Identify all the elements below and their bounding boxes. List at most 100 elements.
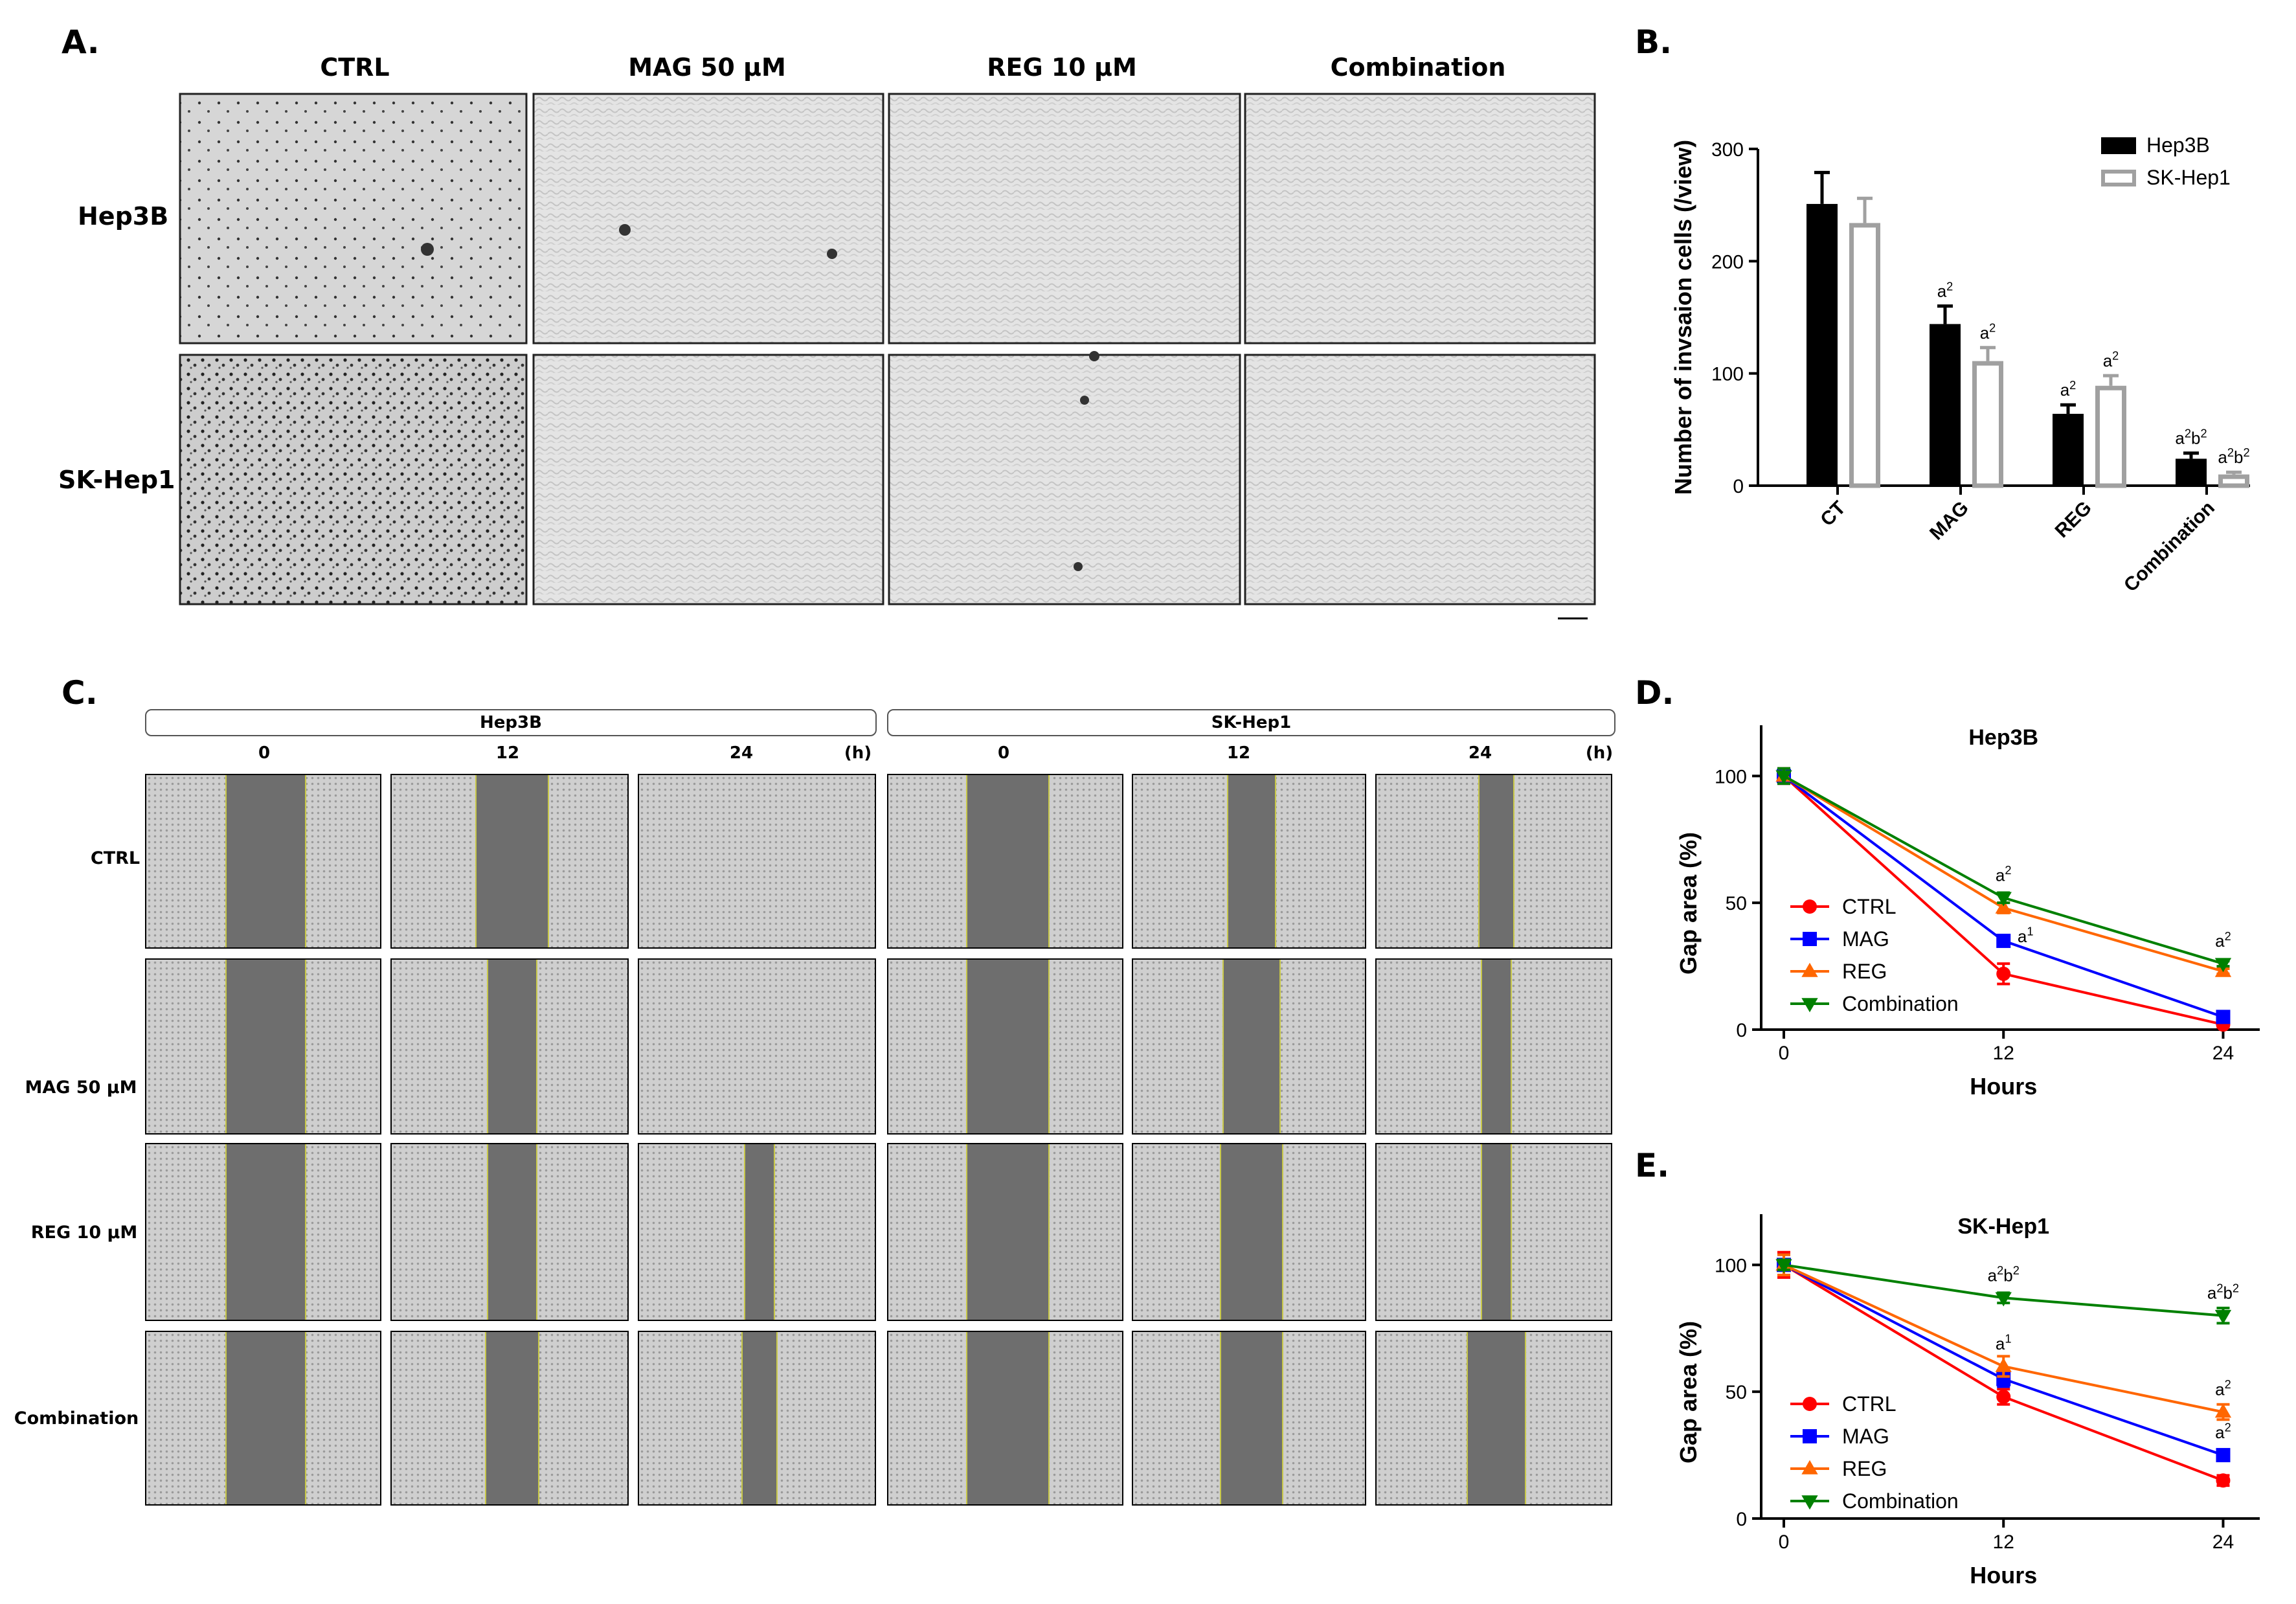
scratch-image-hep3b-ctrl-0h xyxy=(145,774,381,949)
x-axis-label: Hours xyxy=(1970,1562,2037,1588)
x-tick-label: REG xyxy=(2051,497,2096,542)
significance-label: a2b2 xyxy=(2218,446,2249,467)
wound-gap xyxy=(1219,1332,1284,1504)
panel-b-label: B. xyxy=(1635,23,1672,61)
scratch-image-hep3b-combination-24h xyxy=(638,1331,876,1506)
legend-label-hep3b: Hep3B xyxy=(2146,133,2210,157)
chart-title: SK-Hep1 xyxy=(1957,1214,2049,1239)
scratch-image-hep3b-mag-12h xyxy=(390,958,629,1135)
y-tick-label: 50 xyxy=(1726,1382,1747,1403)
micrograph-hep3b-ctrl xyxy=(179,93,528,345)
legend-marker-combination xyxy=(1801,998,1818,1013)
significance-label: a2 xyxy=(2060,379,2077,400)
timepoint-hep3b-12: 12 xyxy=(495,743,520,763)
wound-gap xyxy=(966,1144,1050,1320)
point-ctrl-24h xyxy=(2216,1473,2231,1488)
panel-c-row-ctrl: CTRL xyxy=(90,848,141,868)
panel-a-row-hep3b: Hep3B xyxy=(78,202,169,231)
wound-gap xyxy=(225,775,306,947)
wound-gap xyxy=(743,1144,776,1320)
x-axis-label: Hours xyxy=(1970,1073,2037,1100)
x-tick-label: 0 xyxy=(1779,1043,1790,1064)
y-tick-label: 100 xyxy=(1711,364,1744,385)
timepoint-skhep1-12: 12 xyxy=(1226,743,1251,763)
panel-c-row-combination: Combination xyxy=(14,1408,139,1429)
micrograph-skhep1-combination xyxy=(1244,354,1596,605)
panel-c-row-mag: MAG 50 μM xyxy=(25,1078,137,1098)
point-combination-0h xyxy=(1775,1259,1792,1274)
legend-marker-ctrl xyxy=(1803,1397,1817,1411)
wound-gap xyxy=(1481,1144,1512,1320)
legend-marker-ctrl xyxy=(1803,899,1817,914)
y-tick-label: 300 xyxy=(1711,139,1744,161)
point-mag-24h xyxy=(2216,1010,2231,1024)
timepoint-hep3b-24: 24 xyxy=(729,743,754,763)
x-tick-label: 24 xyxy=(2212,1043,2234,1064)
legend-swatch-sk-hep1 xyxy=(2101,170,2136,186)
wound-gap xyxy=(1467,1332,1526,1504)
bar-sk-hep1-combination xyxy=(2218,474,2249,488)
legend-label-mag: MAG xyxy=(1842,927,1889,951)
panel-c-row-reg: REG 10 μM xyxy=(30,1223,138,1243)
scratch-image-hep3b-ctrl-12h xyxy=(390,774,629,949)
bar-sk-hep1-reg xyxy=(2095,385,2126,488)
x-tick-label: 12 xyxy=(1993,1043,2014,1064)
panel-d-label: D. xyxy=(1635,674,1674,712)
panel-a-col-combination: Combination xyxy=(1330,53,1506,82)
legend-label-combination: Combination xyxy=(1842,992,1959,1015)
panel-a-col-ctrl: CTRL xyxy=(320,53,390,82)
bar-hep3b-reg xyxy=(2053,414,2084,486)
timepoint-skhep1-0: 0 xyxy=(997,743,1010,763)
x-tick-label: CT xyxy=(1816,497,1850,531)
significance-label: a2 xyxy=(2103,350,2119,370)
chart-b-invasion-bar: 0 100 200 300 Number of invsaion cells (/vie… xyxy=(1670,133,2250,596)
y-tick-label: 0 xyxy=(1736,1020,1747,1041)
panel-c-group-skhep1: SK-Hep1 xyxy=(887,709,1615,736)
legend-marker-reg xyxy=(1801,962,1818,977)
significance-label: a2 xyxy=(2215,1378,2231,1399)
significance-label: a2 xyxy=(1937,280,1953,300)
bar-hep3b-combination xyxy=(2176,458,2207,486)
wound-gap xyxy=(225,1332,306,1504)
y-axis-label: Gap area (%) xyxy=(1675,1321,1702,1463)
unit-skhep1: (h) xyxy=(1585,743,1614,763)
wound-gap xyxy=(966,960,1050,1133)
chart-e-skhep1-gap: SK-Hep1 0 50 100 0 12 24 Hours Gap area (%) a2b2 a… xyxy=(1675,1214,2260,1588)
x-tick-label: 0 xyxy=(1779,1531,1790,1553)
wound-gap xyxy=(225,960,306,1133)
significance-label: a1 xyxy=(2018,925,2034,946)
significance-label: a2 xyxy=(2215,930,2231,951)
scratch-image-skhep1-mag-12h xyxy=(1132,958,1366,1135)
panel-a-col-reg: REG 10 μM xyxy=(987,53,1137,82)
micrograph-skhep1-ctrl xyxy=(179,354,528,605)
point-combination-12h xyxy=(1995,1292,2012,1307)
wound-gap xyxy=(225,1144,306,1320)
scratch-image-skhep1-combination-0h xyxy=(887,1331,1123,1506)
y-tick-label: 200 xyxy=(1711,251,1744,273)
scratch-image-hep3b-combination-12h xyxy=(390,1331,629,1506)
x-tick-label: 24 xyxy=(2212,1531,2234,1553)
y-tick-label: 100 xyxy=(1715,1255,1747,1276)
wound-gap xyxy=(1222,960,1281,1133)
legend-label-reg: REG xyxy=(1842,1457,1887,1480)
legend-label-combination: Combination xyxy=(1842,1489,1959,1513)
wound-gap xyxy=(966,775,1050,947)
bar-sk-hep1-mag xyxy=(1972,361,2003,488)
point-mag-12h xyxy=(1996,933,2011,948)
point-reg-12h xyxy=(1995,899,2012,914)
significance-label: a2 xyxy=(1980,321,1996,342)
significance-label: a2b2 xyxy=(2207,1282,2239,1302)
panel-c-group-hep3b: Hep3B xyxy=(145,709,877,736)
wound-gap xyxy=(1219,1144,1284,1320)
scratch-image-skhep1-reg-0h xyxy=(887,1143,1123,1321)
point-ctrl-12h xyxy=(1996,966,2011,981)
wound-gap xyxy=(487,1144,537,1320)
scratch-image-hep3b-mag-0h xyxy=(145,958,381,1135)
legend-label-sk-hep1: SK-Hep1 xyxy=(2146,166,2231,189)
wound-gap xyxy=(966,1332,1050,1504)
micrograph-hep3b-combination xyxy=(1244,93,1596,345)
significance-label: a2b2 xyxy=(1988,1264,2020,1285)
scratch-image-skhep1-combination-24h xyxy=(1375,1331,1612,1506)
panel-c-label: C. xyxy=(62,674,98,712)
panel-a-col-mag: MAG 50 μM xyxy=(628,53,786,82)
